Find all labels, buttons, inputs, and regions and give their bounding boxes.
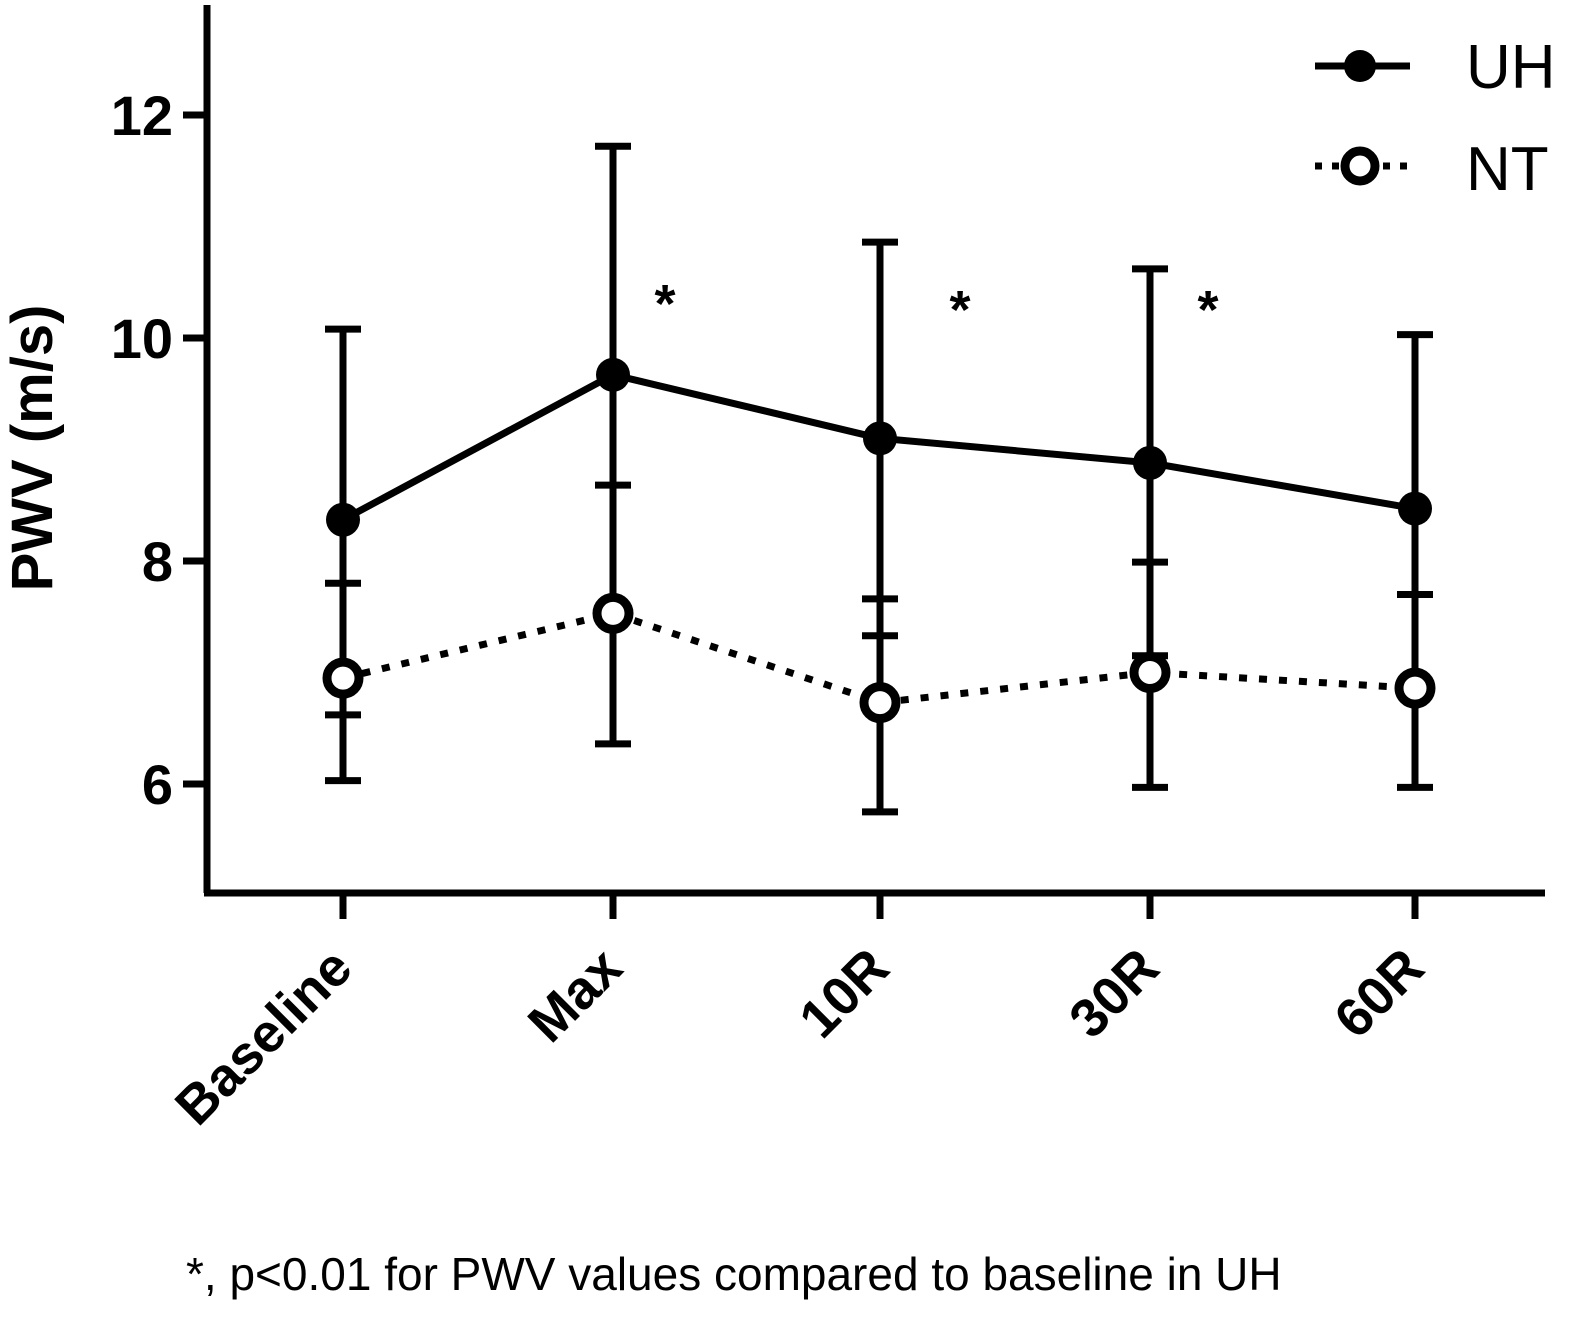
x-category-labels: Baseline Max 10R 30R 60R [164, 937, 1435, 1136]
data-point-uh [1133, 445, 1167, 480]
legend: UH NT [1315, 33, 1556, 204]
x-category-label: Max [517, 937, 634, 1054]
data-point-nt [1394, 667, 1436, 709]
series-line-nt [342, 609, 1416, 707]
x-category-label: 30R [1058, 937, 1170, 1049]
data-point-nt [592, 592, 634, 634]
legend-nt-label: NT [1466, 135, 1549, 204]
axes [183, 5, 1545, 919]
x-category-label: 10R [788, 937, 900, 1049]
y-tick-labels: 6 8 10 12 [111, 84, 173, 816]
data-point-uh [863, 421, 897, 456]
data-point-nt [322, 657, 364, 699]
y-tick-label: 12 [111, 84, 173, 147]
data-point-uh [1398, 491, 1432, 526]
significance-asterisk: * [949, 280, 970, 340]
y-tick-label: 10 [111, 307, 173, 370]
series-markers [322, 357, 1436, 724]
data-point-uh [326, 502, 360, 537]
legend-uh-label: UH [1466, 33, 1556, 102]
data-point-nt [859, 682, 901, 724]
significance-asterisk: * [1197, 280, 1218, 340]
legend-nt-marker [1340, 146, 1380, 186]
y-tick-label: 8 [142, 530, 173, 593]
significance-asterisk: * [654, 274, 675, 334]
x-category-label: Baseline [164, 937, 363, 1136]
data-point-uh [596, 357, 630, 392]
y-tick-label: 6 [142, 753, 173, 816]
footnote: *, p<0.01 for PWV values compared to bas… [186, 1248, 1282, 1300]
data-point-nt [1129, 652, 1171, 693]
legend-uh-marker [1344, 50, 1376, 82]
y-axis-label: PWV (m/s) [0, 305, 65, 592]
significance-annotations: * * * [654, 274, 1218, 340]
x-category-label: 60R [1323, 937, 1435, 1049]
